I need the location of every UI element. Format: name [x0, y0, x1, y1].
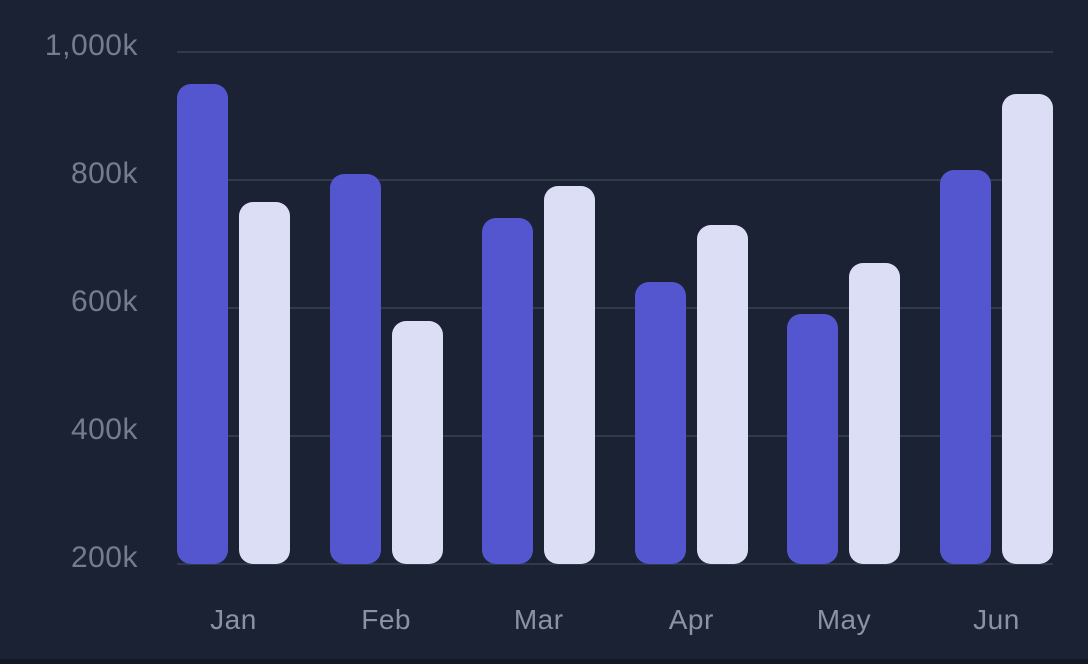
bar-jun-series-2[interactable]	[1002, 93, 1053, 564]
bar-feb-series-1[interactable]	[329, 173, 381, 564]
bar-jan-series-2[interactable]	[239, 202, 290, 564]
x-axis-label-may: May	[816, 604, 872, 635]
window-bottom-edge	[0, 659, 1088, 664]
x-axis-label-apr: Apr	[668, 604, 714, 635]
bar-jun-series-1[interactable]	[940, 170, 991, 564]
x-axis-label-mar: Mar	[513, 604, 564, 635]
bar-feb-series-2[interactable]	[391, 320, 443, 564]
y-axis-tick-label: 200k	[70, 541, 138, 574]
bar-may-series-2[interactable]	[849, 263, 901, 564]
bar-may-series-1[interactable]	[787, 314, 839, 564]
bar-mar-series-1[interactable]	[482, 218, 534, 564]
x-axis-label-jan: Jan	[210, 604, 257, 635]
bar-jan-series-1[interactable]	[177, 84, 228, 564]
bar-apr-series-2[interactable]	[696, 224, 748, 564]
gridline-400k	[177, 435, 1053, 437]
bar-apr-series-1[interactable]	[634, 282, 686, 564]
x-axis-label-jun: Jun	[973, 604, 1020, 635]
gridline-600k	[177, 307, 1053, 309]
x-axis-label-feb: Feb	[361, 604, 411, 635]
y-axis-tick-label: 600k	[70, 285, 138, 318]
y-axis-tick-label: 800k	[70, 157, 138, 190]
y-axis-tick-label: 1,000k	[44, 29, 138, 62]
y-axis-tick-label: 400k	[70, 413, 138, 446]
gridline-200k	[177, 563, 1053, 565]
gridline-1,000k	[177, 51, 1053, 53]
bar-mar-series-2[interactable]	[544, 186, 596, 564]
gridline-800k	[177, 179, 1053, 181]
